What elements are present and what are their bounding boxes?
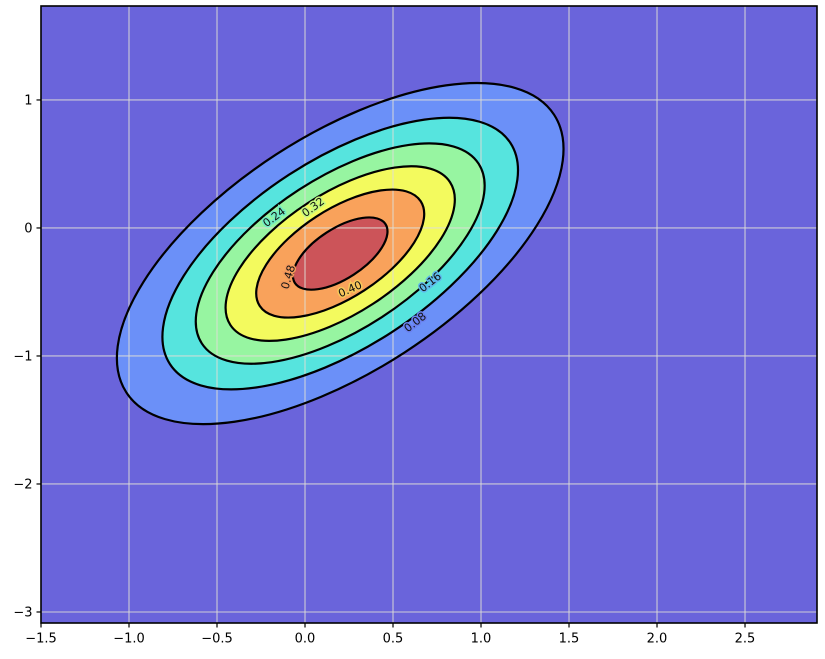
x-tick-label: 2.5 — [735, 632, 756, 647]
y-tick-label: 1 — [24, 93, 32, 108]
contour-line-0.16 — [161, 116, 520, 391]
x-tick-label: −1.5 — [25, 632, 57, 647]
x-tick-label: 0.5 — [383, 632, 404, 647]
x-tick-label: −1.0 — [113, 632, 145, 647]
x-tick-label: 1.5 — [559, 632, 580, 647]
axes-border — [40, 5, 818, 624]
contour-line-0.08 — [115, 81, 565, 426]
x-tick-label: 2.0 — [647, 632, 668, 647]
contour-line-0.32 — [224, 165, 456, 342]
y-tick-label: −2 — [13, 477, 32, 492]
gridlines — [41, 6, 817, 623]
x-tick-label: 1.0 — [471, 632, 492, 647]
plot-area: 0.24 0.320.48 0.40 0.160.08 — [41, 6, 817, 623]
contour-line-0.24 — [194, 142, 486, 365]
y-tick-label: −3 — [13, 605, 32, 620]
y-tick-label: −1 — [13, 349, 32, 364]
contour-line-0.4 — [255, 188, 426, 319]
x-tick-label: 0.0 — [295, 632, 316, 647]
y-tick-label: 0 — [24, 221, 32, 236]
x-tick-label: −0.5 — [201, 632, 233, 647]
contour-band-0.48 — [292, 217, 388, 290]
tick-marks — [36, 99, 746, 628]
tick-labels: −1.5 −1.0 −0.5 0.0 0.5 1.0 1.5 2.0 2.5 1 0 −1 −2 −3 — [13, 93, 755, 646]
